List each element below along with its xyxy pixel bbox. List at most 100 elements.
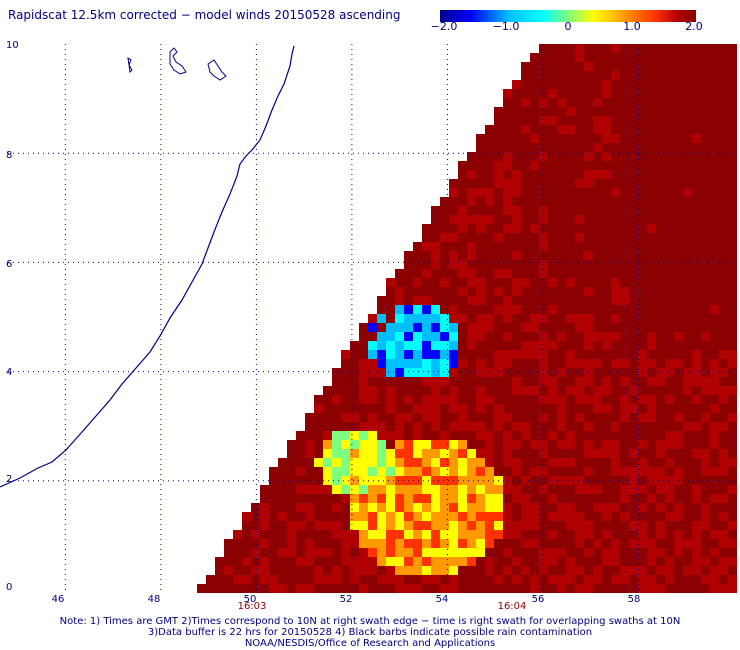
swath-cell bbox=[638, 413, 647, 422]
swath-cell bbox=[413, 476, 422, 485]
swath-cell bbox=[683, 206, 692, 215]
swath-cell bbox=[242, 521, 251, 530]
swath-cell bbox=[638, 584, 647, 593]
swath-cell bbox=[431, 422, 440, 431]
x-tick-label: 46 bbox=[52, 594, 65, 605]
swath-cell bbox=[683, 413, 692, 422]
swath-cell bbox=[503, 530, 512, 539]
swath-cell bbox=[422, 413, 431, 422]
swath-cell bbox=[350, 467, 359, 476]
swath-cell bbox=[710, 359, 719, 368]
swath-cell bbox=[404, 557, 413, 566]
swath-cell bbox=[674, 269, 683, 278]
swath-time-label: 16:04 bbox=[498, 601, 527, 612]
swath-cell bbox=[548, 269, 557, 278]
swath-cell bbox=[503, 143, 512, 152]
swath-cell bbox=[611, 494, 620, 503]
swath-cell bbox=[719, 62, 728, 71]
swath-cell bbox=[557, 116, 566, 125]
swath-cell bbox=[566, 152, 575, 161]
swath-cell bbox=[458, 215, 467, 224]
swath-cell bbox=[431, 206, 440, 215]
swath-cell bbox=[314, 557, 323, 566]
swath-cell bbox=[431, 548, 440, 557]
swath-cell bbox=[674, 404, 683, 413]
swath-cell bbox=[377, 467, 386, 476]
swath-cell bbox=[278, 521, 287, 530]
swath-cell bbox=[683, 359, 692, 368]
swath-cell bbox=[665, 233, 674, 242]
swath-cell bbox=[566, 341, 575, 350]
swath-cell bbox=[458, 233, 467, 242]
swath-cell bbox=[683, 323, 692, 332]
swath-cell bbox=[494, 305, 503, 314]
swath-cell bbox=[566, 530, 575, 539]
swath-cell bbox=[602, 242, 611, 251]
swath-cell bbox=[503, 170, 512, 179]
swath-cell bbox=[647, 206, 656, 215]
swath-cell bbox=[557, 503, 566, 512]
swath-cell bbox=[431, 233, 440, 242]
swath-cell bbox=[260, 512, 269, 521]
swath-cell bbox=[593, 566, 602, 575]
swath-cell bbox=[602, 260, 611, 269]
swath-cell bbox=[593, 215, 602, 224]
swath-cell bbox=[584, 278, 593, 287]
swath-cell bbox=[440, 296, 449, 305]
swath-cell bbox=[395, 476, 404, 485]
swath-cell bbox=[368, 476, 377, 485]
swath-cell bbox=[620, 62, 629, 71]
swath-cell bbox=[620, 341, 629, 350]
swath-cell bbox=[629, 179, 638, 188]
swath-cell bbox=[665, 566, 674, 575]
swath-cell bbox=[557, 269, 566, 278]
swath-cell bbox=[701, 341, 710, 350]
swath-cell bbox=[701, 548, 710, 557]
swath-cell bbox=[359, 566, 368, 575]
swath-cell bbox=[521, 323, 530, 332]
swath-cell bbox=[548, 521, 557, 530]
swath-cell bbox=[431, 296, 440, 305]
swath-cell bbox=[494, 197, 503, 206]
swath-cell bbox=[251, 566, 260, 575]
swath-cell bbox=[575, 287, 584, 296]
swath-cell bbox=[530, 368, 539, 377]
swath-cell bbox=[710, 125, 719, 134]
swath-cell bbox=[548, 107, 557, 116]
swath-cell bbox=[557, 170, 566, 179]
swath-cell bbox=[701, 575, 710, 584]
swath-cell bbox=[602, 404, 611, 413]
swath-cell bbox=[647, 377, 656, 386]
swath-cell bbox=[665, 107, 674, 116]
swath-cell bbox=[521, 170, 530, 179]
swath-cell bbox=[377, 458, 386, 467]
swath-cell bbox=[377, 386, 386, 395]
swath-cell bbox=[701, 242, 710, 251]
swath-cell bbox=[620, 188, 629, 197]
swath-cell bbox=[539, 170, 548, 179]
swath-cell bbox=[575, 368, 584, 377]
swath-cell bbox=[413, 467, 422, 476]
swath-cell bbox=[395, 575, 404, 584]
swath-cell bbox=[620, 386, 629, 395]
swath-cell bbox=[386, 485, 395, 494]
swath-cell bbox=[287, 449, 296, 458]
swath-cell bbox=[521, 197, 530, 206]
swath-cell bbox=[602, 521, 611, 530]
swath-cell bbox=[557, 422, 566, 431]
swath-cell bbox=[620, 107, 629, 116]
swath-cell bbox=[485, 458, 494, 467]
swath-cell bbox=[422, 314, 431, 323]
swath-cell bbox=[458, 575, 467, 584]
swath-cell bbox=[647, 332, 656, 341]
swath-cell bbox=[431, 368, 440, 377]
swath-cell bbox=[386, 512, 395, 521]
swath-cell bbox=[710, 530, 719, 539]
swath-cell bbox=[638, 341, 647, 350]
swath-cell bbox=[710, 53, 719, 62]
swath-cell bbox=[494, 404, 503, 413]
swath-cell bbox=[476, 152, 485, 161]
swath-cell bbox=[557, 89, 566, 98]
swath-cell bbox=[494, 422, 503, 431]
swath-cell bbox=[710, 251, 719, 260]
